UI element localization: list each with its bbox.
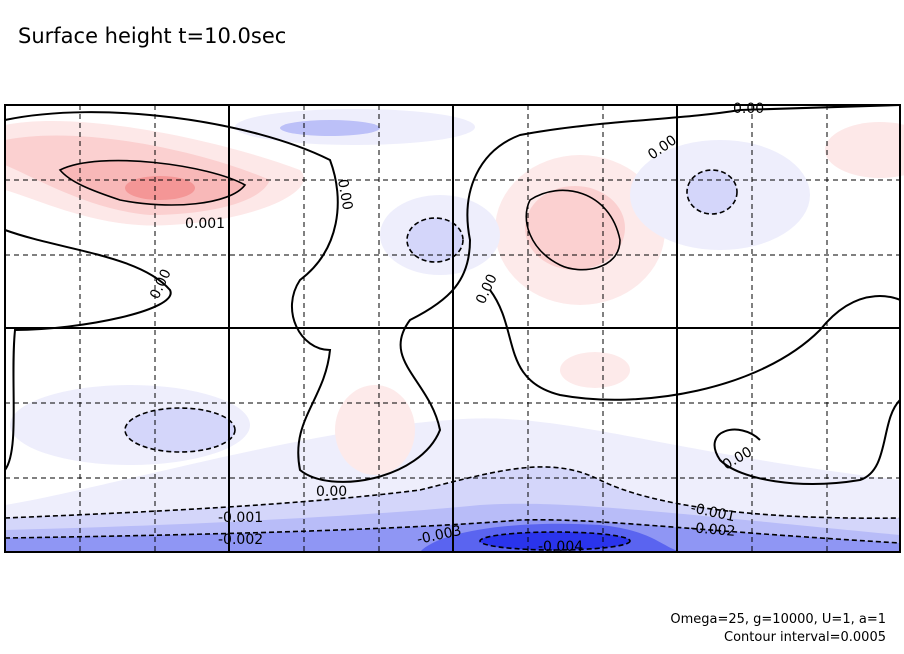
fill-pos-small — [560, 352, 630, 388]
contour-label: 0.00 — [733, 101, 764, 117]
contour-label: 0.00 — [316, 484, 347, 500]
contour-label: -0.004 — [538, 539, 583, 555]
fill-neg-left-inner — [125, 408, 235, 452]
grid — [4, 104, 901, 553]
contour-neg-left — [124, 407, 236, 453]
contour-zero-4 — [713, 399, 901, 485]
contour-lines — [4, 104, 901, 551]
fill-pos-0025 — [125, 176, 195, 200]
fill-pos-mid-001 — [525, 186, 625, 270]
contour-labels: 0.00 0.00 0.001 0.00 0.00 0.00 0.00 0.00… — [147, 101, 764, 555]
fill-neg-004 — [480, 532, 630, 550]
contour-zero-2 — [4, 229, 172, 471]
contour-neg-mid — [406, 217, 464, 263]
contour-neg-004 — [479, 531, 631, 551]
contour-pos-mid — [525, 189, 621, 271]
filled-contours — [5, 109, 904, 552]
fill-neg-mid-inner — [407, 218, 463, 262]
contour-neg-right — [686, 169, 738, 215]
fill-neg-right-inner — [687, 170, 737, 214]
contour-zero — [4, 104, 901, 483]
contour-interval-annotation: Contour interval=0.0005 — [724, 630, 886, 645]
parameters-annotation: Omega=25, g=10000, U=1, a=1 — [670, 612, 886, 627]
fill-neg-top-inner — [280, 120, 380, 136]
contour-neg-002 — [4, 519, 901, 544]
contour-zero-3 — [489, 289, 901, 401]
contour-label: 0.001 — [185, 216, 225, 232]
contour-label: 0.00 — [334, 178, 355, 211]
contour-label: -0.001 — [218, 510, 263, 526]
chart-title: Surface height t=10.0sec — [18, 24, 287, 48]
contour-neg-001 — [4, 466, 901, 519]
fill-pos-lower — [335, 385, 415, 475]
contour-label: -0.002 — [218, 532, 263, 548]
fill-pos-right — [825, 122, 904, 178]
plot-frame — [4, 104, 901, 553]
contour-label: -0.002 — [690, 520, 736, 540]
contour-pos-001 — [58, 159, 247, 206]
